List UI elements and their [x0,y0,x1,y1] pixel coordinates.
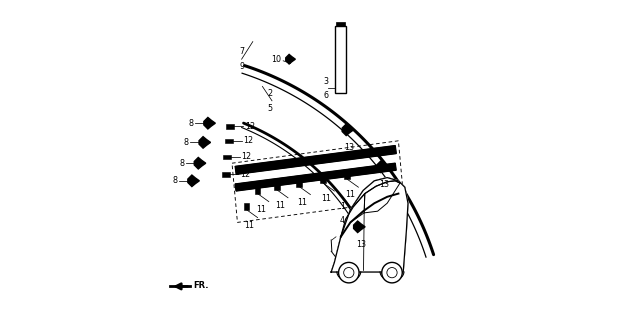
Polygon shape [188,175,200,187]
Text: 8: 8 [173,176,178,185]
Circle shape [381,262,403,283]
Text: 6: 6 [324,91,329,100]
Text: 10: 10 [271,55,281,64]
Polygon shape [332,178,408,272]
Bar [335,26,346,93]
Bar [336,22,346,26]
Polygon shape [236,146,396,174]
Text: 13: 13 [379,180,389,188]
Text: 4: 4 [340,216,345,225]
Text: T3L4B4210A: T3L4B4210A [431,0,479,2]
Polygon shape [199,137,211,148]
Text: 11: 11 [321,194,332,203]
Text: 5: 5 [267,104,272,113]
Polygon shape [354,221,365,233]
Text: FR.: FR. [193,281,209,290]
Text: 1: 1 [340,202,345,211]
Text: 12: 12 [245,122,255,131]
Bar [221,172,230,177]
Circle shape [339,262,359,283]
Text: 9: 9 [239,62,244,71]
Text: 11: 11 [244,221,255,230]
Bar [274,183,280,190]
Text: 12: 12 [242,152,252,161]
Bar [255,187,260,194]
Bar [227,124,234,129]
Polygon shape [204,117,215,129]
Text: 11: 11 [346,190,355,199]
Bar [225,139,233,143]
Bar [244,203,250,210]
Bar [344,173,350,179]
Text: 13: 13 [344,143,355,152]
Polygon shape [285,54,296,64]
Bar [321,177,326,183]
Text: 3: 3 [324,77,329,86]
Text: 12: 12 [243,136,253,145]
Text: 11: 11 [298,198,307,207]
Text: 11: 11 [275,201,285,210]
Text: 8: 8 [189,119,193,128]
Text: 8: 8 [184,138,189,147]
Text: 2: 2 [267,89,272,98]
Text: 13: 13 [356,240,366,249]
Text: 7: 7 [239,47,244,56]
Text: 8: 8 [179,159,184,168]
Text: 11: 11 [256,205,266,214]
Text: 12: 12 [240,170,250,179]
Polygon shape [195,157,206,169]
Bar [296,180,302,187]
Bar [223,155,231,159]
Polygon shape [377,161,388,172]
Polygon shape [342,124,354,136]
Polygon shape [236,163,396,191]
